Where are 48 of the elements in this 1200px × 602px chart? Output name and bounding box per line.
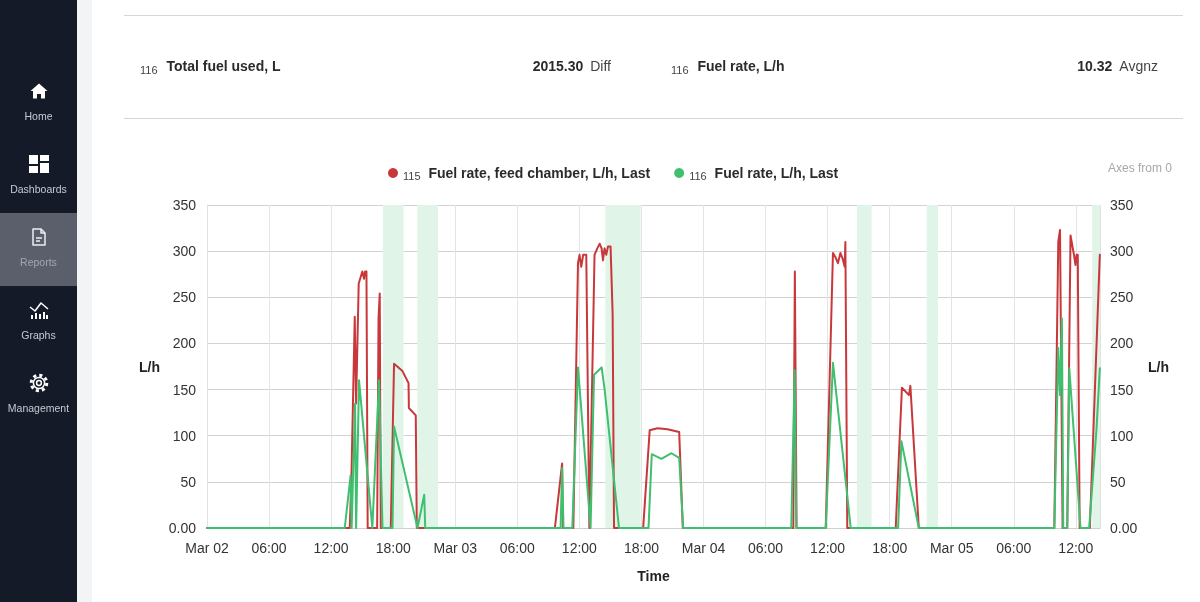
text: Reports	[19, 256, 58, 268]
y2-axis-title: L/h	[1148, 358, 1169, 375]
x-tick-label: 06:00	[748, 540, 784, 556]
y-axis-title: L/h	[139, 358, 160, 375]
x-tick-label: 18:00	[623, 540, 660, 556]
y2-tick-label: 0.00	[1110, 520, 1138, 536]
y2-tick-label: 200	[1110, 335, 1134, 352]
text: Diff	[590, 58, 611, 74]
x-tick-label: 18:00	[375, 540, 411, 556]
text: Axes from 0	[1107, 161, 1173, 175]
y2-tick-label: 150	[1110, 381, 1134, 398]
y-tick-label: 100	[172, 427, 197, 444]
x-tick-label: Mar 04	[681, 540, 726, 556]
x-tick-label: 12:00	[561, 540, 598, 556]
y-tick-label: 350	[172, 197, 197, 213]
y2-tick-label: 250	[1110, 289, 1134, 306]
text: 10.32	[1077, 58, 1113, 74]
x-tick-label: 06:00	[499, 540, 536, 556]
y2-tick-label: 350	[1110, 197, 1134, 213]
x-tick-label: Mar 02	[185, 540, 229, 556]
y-tick-label: 150	[172, 381, 197, 398]
y2-tick-label: 100	[1110, 427, 1134, 444]
y-tick-label: 0.00	[168, 520, 197, 536]
y2-tick-label: 50	[1110, 473, 1126, 490]
text: Avgnz	[1119, 58, 1158, 74]
x-tick-label: 18:00	[872, 540, 908, 556]
text: Management	[6, 402, 71, 414]
text: $_{116}$ Fuel rate, L/h	[671, 58, 786, 76]
x-tick-label: 12:00	[313, 540, 349, 556]
y-tick-label: 50	[180, 473, 197, 490]
text: $_{116}$ Total fuel used, L	[140, 58, 282, 76]
text: Home	[23, 110, 54, 122]
legend-label: 115 Fuel rate, feed chamber, L/h, Last	[403, 165, 651, 182]
y-tick-label: 250	[172, 289, 197, 306]
legend-label: 116 Fuel rate, L/h, Last	[689, 165, 839, 182]
x-tick-label: 12:00	[1058, 540, 1094, 556]
x-axis-title: Time	[637, 568, 670, 584]
x-tick-label: 06:00	[251, 540, 287, 556]
y-tick-label: 200	[172, 335, 197, 352]
x-tick-label: 12:00	[810, 540, 846, 556]
y2-tick-label: 300	[1110, 243, 1134, 260]
x-tick-label: Mar 03	[433, 540, 478, 556]
text: Graphs	[20, 329, 57, 341]
text: Dashboards	[9, 183, 68, 195]
text: 2015.30	[532, 58, 584, 74]
x-tick-label: 06:00	[996, 540, 1032, 556]
y-tick-label: 300	[172, 243, 197, 260]
x-tick-label: Mar 05	[929, 540, 974, 556]
